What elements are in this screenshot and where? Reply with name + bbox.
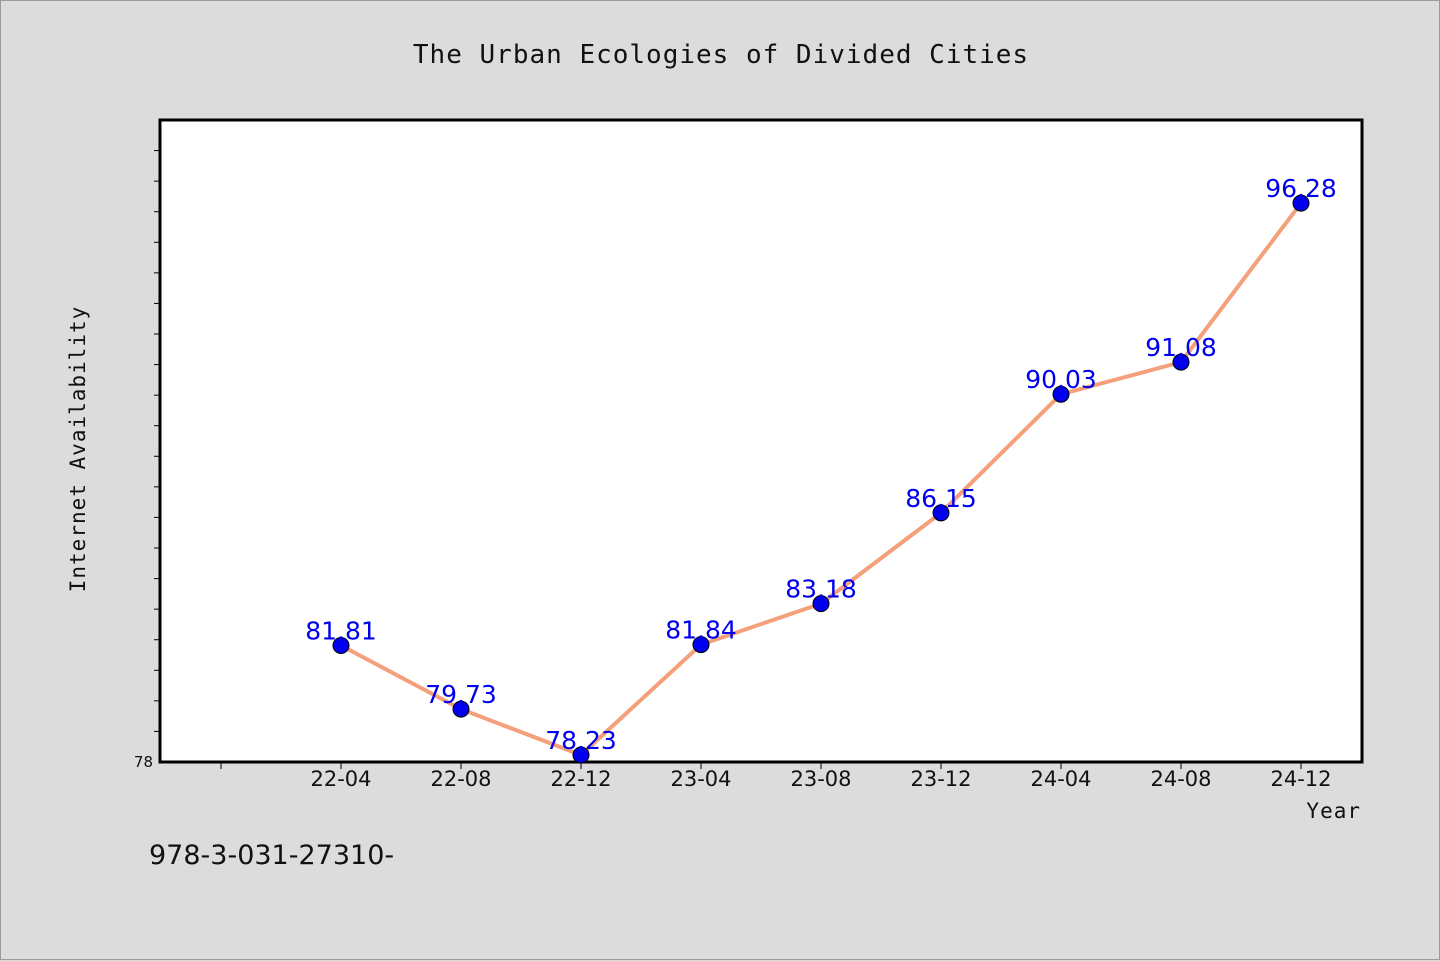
plot-area bbox=[158, 118, 1364, 764]
data-point bbox=[812, 595, 830, 613]
x-tick-label: 23-08 bbox=[790, 767, 851, 791]
data-label: 96.28 bbox=[1265, 174, 1337, 203]
x-tick-label: 24-12 bbox=[1270, 767, 1331, 791]
x-axis-ticks: 22-04 22-08 22-12 23-04 23-08 23-12 24-04 24-08… bbox=[220, 762, 1332, 791]
data-point bbox=[1292, 194, 1310, 212]
data-label: 86.15 bbox=[905, 484, 977, 513]
chart-title: The Urban Ecologies of Divided Cities bbox=[413, 40, 1029, 70]
data-label: 79.73 bbox=[425, 680, 497, 709]
data-label: 81.84 bbox=[665, 616, 737, 645]
data-point bbox=[932, 504, 950, 522]
data-point bbox=[1052, 385, 1070, 403]
x-tick-label: 23-12 bbox=[910, 767, 971, 791]
data-point bbox=[332, 637, 350, 655]
x-tick-label: 22-04 bbox=[310, 767, 371, 791]
y-tick-label-min: 78 bbox=[134, 753, 153, 771]
data-label: 91.08 bbox=[1145, 333, 1217, 362]
data-point bbox=[692, 636, 710, 654]
x-tick-label: 24-08 bbox=[1150, 767, 1211, 791]
x-tick-label: 24-04 bbox=[1030, 767, 1091, 791]
data-label: 81.81 bbox=[305, 617, 377, 646]
data-point bbox=[1172, 353, 1190, 371]
y-axis-label: Internet Availability bbox=[66, 306, 90, 593]
data-label: 90.03 bbox=[1025, 365, 1097, 394]
x-tick-label: 22-12 bbox=[550, 767, 611, 791]
data-label: 78.23 bbox=[545, 726, 617, 755]
x-tick-label: 23-04 bbox=[670, 767, 731, 791]
x-tick-label: 22-08 bbox=[430, 767, 491, 791]
y-minor-ticks bbox=[154, 150, 160, 732]
data-point bbox=[452, 700, 470, 718]
x-axis-label: Year bbox=[1306, 799, 1361, 823]
series-layer: 81.81 79.73 78.23 81.84 83.18 86.15 90.03 91.08… bbox=[305, 174, 1337, 764]
data-label: 83.18 bbox=[785, 575, 857, 604]
footer-isbn: 978-3-031-27310- bbox=[149, 840, 394, 871]
data-point bbox=[572, 746, 590, 764]
